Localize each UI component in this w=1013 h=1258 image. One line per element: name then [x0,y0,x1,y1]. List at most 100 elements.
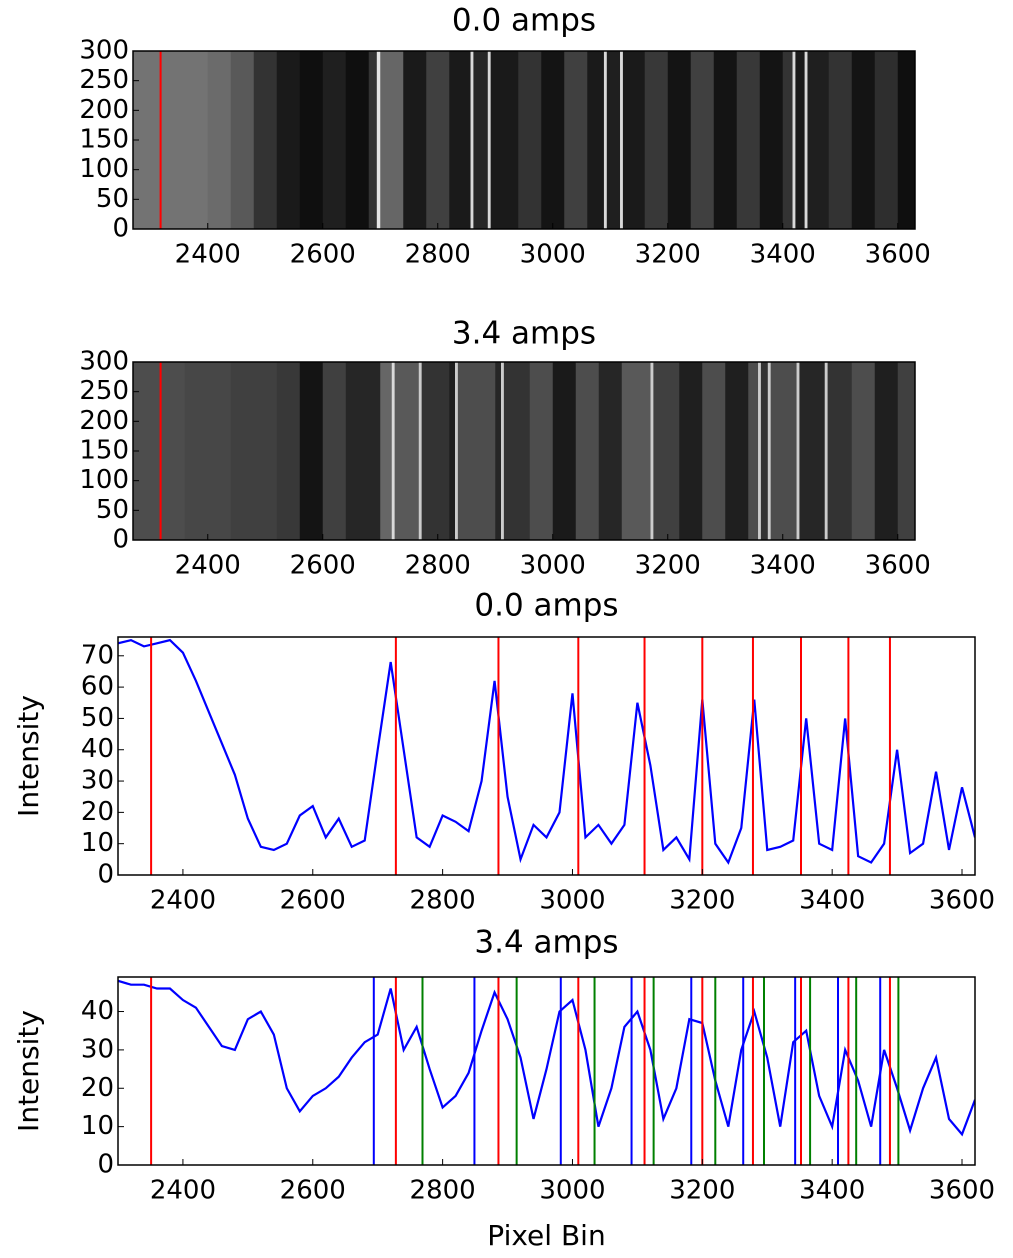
y-tick-label: 150 [79,436,129,466]
x-tick-label: 2600 [290,551,356,581]
plot-area [133,51,915,229]
x-tick-label: 3600 [929,886,995,916]
y-tick-label: 20 [81,1073,114,1103]
x-tick-label: 3000 [520,551,586,581]
image-stripe [667,51,692,229]
image-stripe [759,51,784,229]
image-stripe [133,51,209,229]
image-stripe [345,362,381,540]
x-tick-label: 3600 [865,551,931,581]
image-stripe [276,362,301,540]
image-stripe [449,51,472,229]
y-tick-label: 100 [79,154,129,184]
y-tick-label: 0 [97,860,114,890]
axes-frame [117,636,976,876]
image-stripe [457,362,496,540]
x-tick-label: 3200 [669,1176,735,1206]
y-tick-label: 50 [81,703,114,733]
plot-area [118,637,975,875]
image-stripe [529,362,554,540]
image-stripe [621,362,651,540]
image-stripe [690,51,715,229]
image-stripe [299,51,324,229]
image-stripe [503,362,531,540]
x-tick-label: 2800 [405,551,471,581]
image-stripe [622,51,646,229]
axes-frame [117,976,976,1166]
x-tick-label: 3200 [669,886,735,916]
y-tick-label: 250 [79,376,129,406]
image-stripe [799,362,826,540]
image-stripe [795,51,806,229]
image-stripe [418,362,423,540]
y-tick-label: 70 [81,640,114,670]
image-stripe [495,362,502,540]
image-stripe [796,362,800,540]
image-stripe [426,51,450,229]
x-tick-label: 2600 [290,240,356,270]
image-stripe [276,51,301,229]
image-stripe [824,362,829,540]
y-tick-label: 150 [79,125,129,155]
y-tick-label: 20 [81,797,114,827]
image-stripe [368,51,378,229]
image-stripe [874,362,899,540]
image-stripe [897,362,915,540]
y-tick-label: 300 [79,36,129,66]
subplot-title: 3.4 amps [452,316,596,352]
image-stripe [828,51,853,229]
image-stripe [603,51,608,229]
image-stripe [725,362,749,540]
image-stripe [713,51,738,229]
image-stripe [449,362,456,540]
image-stripe [702,362,726,540]
subplot: 2400 2600 2800 3000 3200 3400 3600 010203040506… [12,588,995,916]
x-tick-label: 3200 [635,551,701,581]
y-tick-label: 200 [79,95,129,125]
subplot: 2400 2600 2800 3000 3200 3400 3600 0 10 20 30 40 3.4… [12,925,995,1253]
y-tick-label: 0 [112,214,129,244]
image-stripe [827,362,853,540]
x-tick-label: 3600 [929,1176,995,1206]
y-tick-label: 300 [79,347,129,377]
subplot-title: 3.4 amps [474,925,618,961]
image-stripe [322,362,347,540]
image-stripe [736,51,761,229]
image-stripe [644,51,669,229]
image-stripe [620,51,624,229]
x-tick-label: 2600 [280,886,346,916]
y-tick-label: 200 [79,406,129,436]
y-tick-label: 50 [96,495,129,525]
image-stripe [541,51,565,229]
subplot: 2400 2600 2800 3000 3200 3400 3600 050100150200… [79,316,930,581]
image-stripe [501,362,505,540]
x-tick-label: 3200 [635,240,701,270]
image-stripe [770,362,798,540]
image-stripe [207,51,232,229]
y-tick-label: 0 [112,525,129,555]
image-stripe [455,362,459,540]
image-stripe [587,51,605,229]
subplot-title: 0.0 amps [474,588,618,624]
x-tick-label: 3400 [799,1176,865,1206]
y-tick-label: 40 [81,996,114,1026]
image-stripe [679,362,703,540]
image-stripe [598,362,623,540]
image-stripe [851,362,876,540]
image-stripe [253,51,278,229]
image-stripe [897,51,915,229]
image-stripe [552,362,577,540]
image-stripe [470,51,474,229]
image-stripe [230,362,278,540]
image-stripe [230,51,255,229]
x-tick-label: 2400 [150,886,216,916]
image-stripe [575,362,600,540]
x-tick-label: 3000 [539,1176,605,1206]
x-axis-label: Pixel Bin [487,1219,605,1252]
x-tick-label: 3400 [750,240,816,270]
x-tick-label: 2800 [405,240,471,270]
data-line [118,638,975,865]
image-stripe [380,362,393,540]
y-tick-label: 10 [81,828,114,858]
